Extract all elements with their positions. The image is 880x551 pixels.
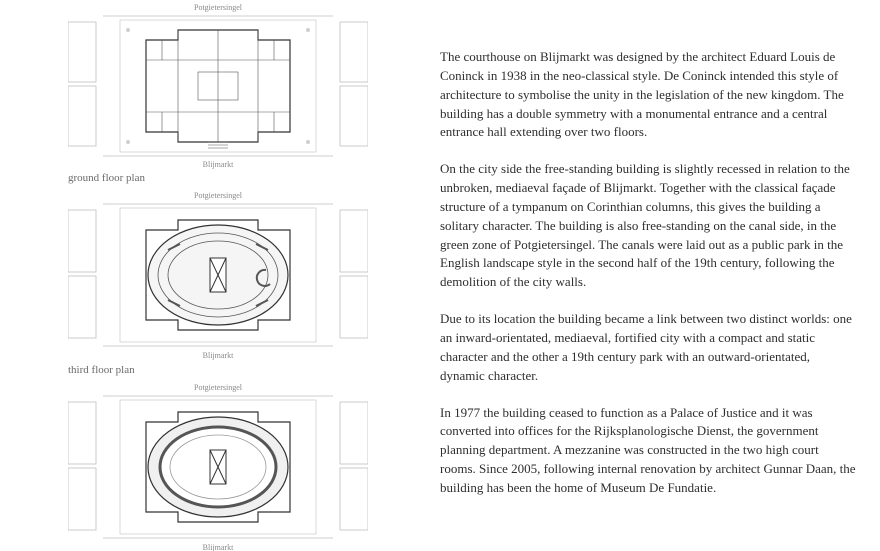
fourth-floor-plan-block: Potgietersingel — [68, 380, 400, 551]
paragraph-2: On the city side the free-standing build… — [440, 160, 856, 292]
plan-top-label: Potgietersingel — [194, 3, 243, 12]
fourth-floor-plan-drawing: Potgietersingel — [68, 380, 368, 551]
text-column: The courthouse on Blijmarkt was designed… — [400, 0, 880, 551]
plan-top-label: Potgietersingel — [194, 383, 243, 392]
third-floor-caption: third floor plan — [68, 364, 400, 376]
ground-floor-caption: ground floor plan — [68, 172, 400, 184]
plan-bottom-label: Blijmarkt — [203, 543, 234, 551]
third-floor-plan-drawing: Potgietersingel — [68, 188, 368, 362]
plan-bottom-label: Blijmarkt — [203, 351, 234, 360]
paragraph-4: In 1977 the building ceased to function … — [440, 404, 856, 498]
floor-plans-column: Potgietersingel — [0, 0, 400, 551]
paragraph-1: The courthouse on Blijmarkt was designed… — [440, 48, 856, 142]
plan-bottom-label: Blijmarkt — [203, 160, 234, 169]
paragraph-3: Due to its location the building became … — [440, 310, 856, 385]
third-floor-plan-block: Potgietersingel — [68, 188, 400, 376]
plan-top-label: Potgietersingel — [194, 191, 243, 200]
ground-floor-plan-drawing: Potgietersingel — [68, 0, 368, 170]
page: Potgietersingel — [0, 0, 880, 551]
ground-floor-plan-block: Potgietersingel — [68, 0, 400, 184]
